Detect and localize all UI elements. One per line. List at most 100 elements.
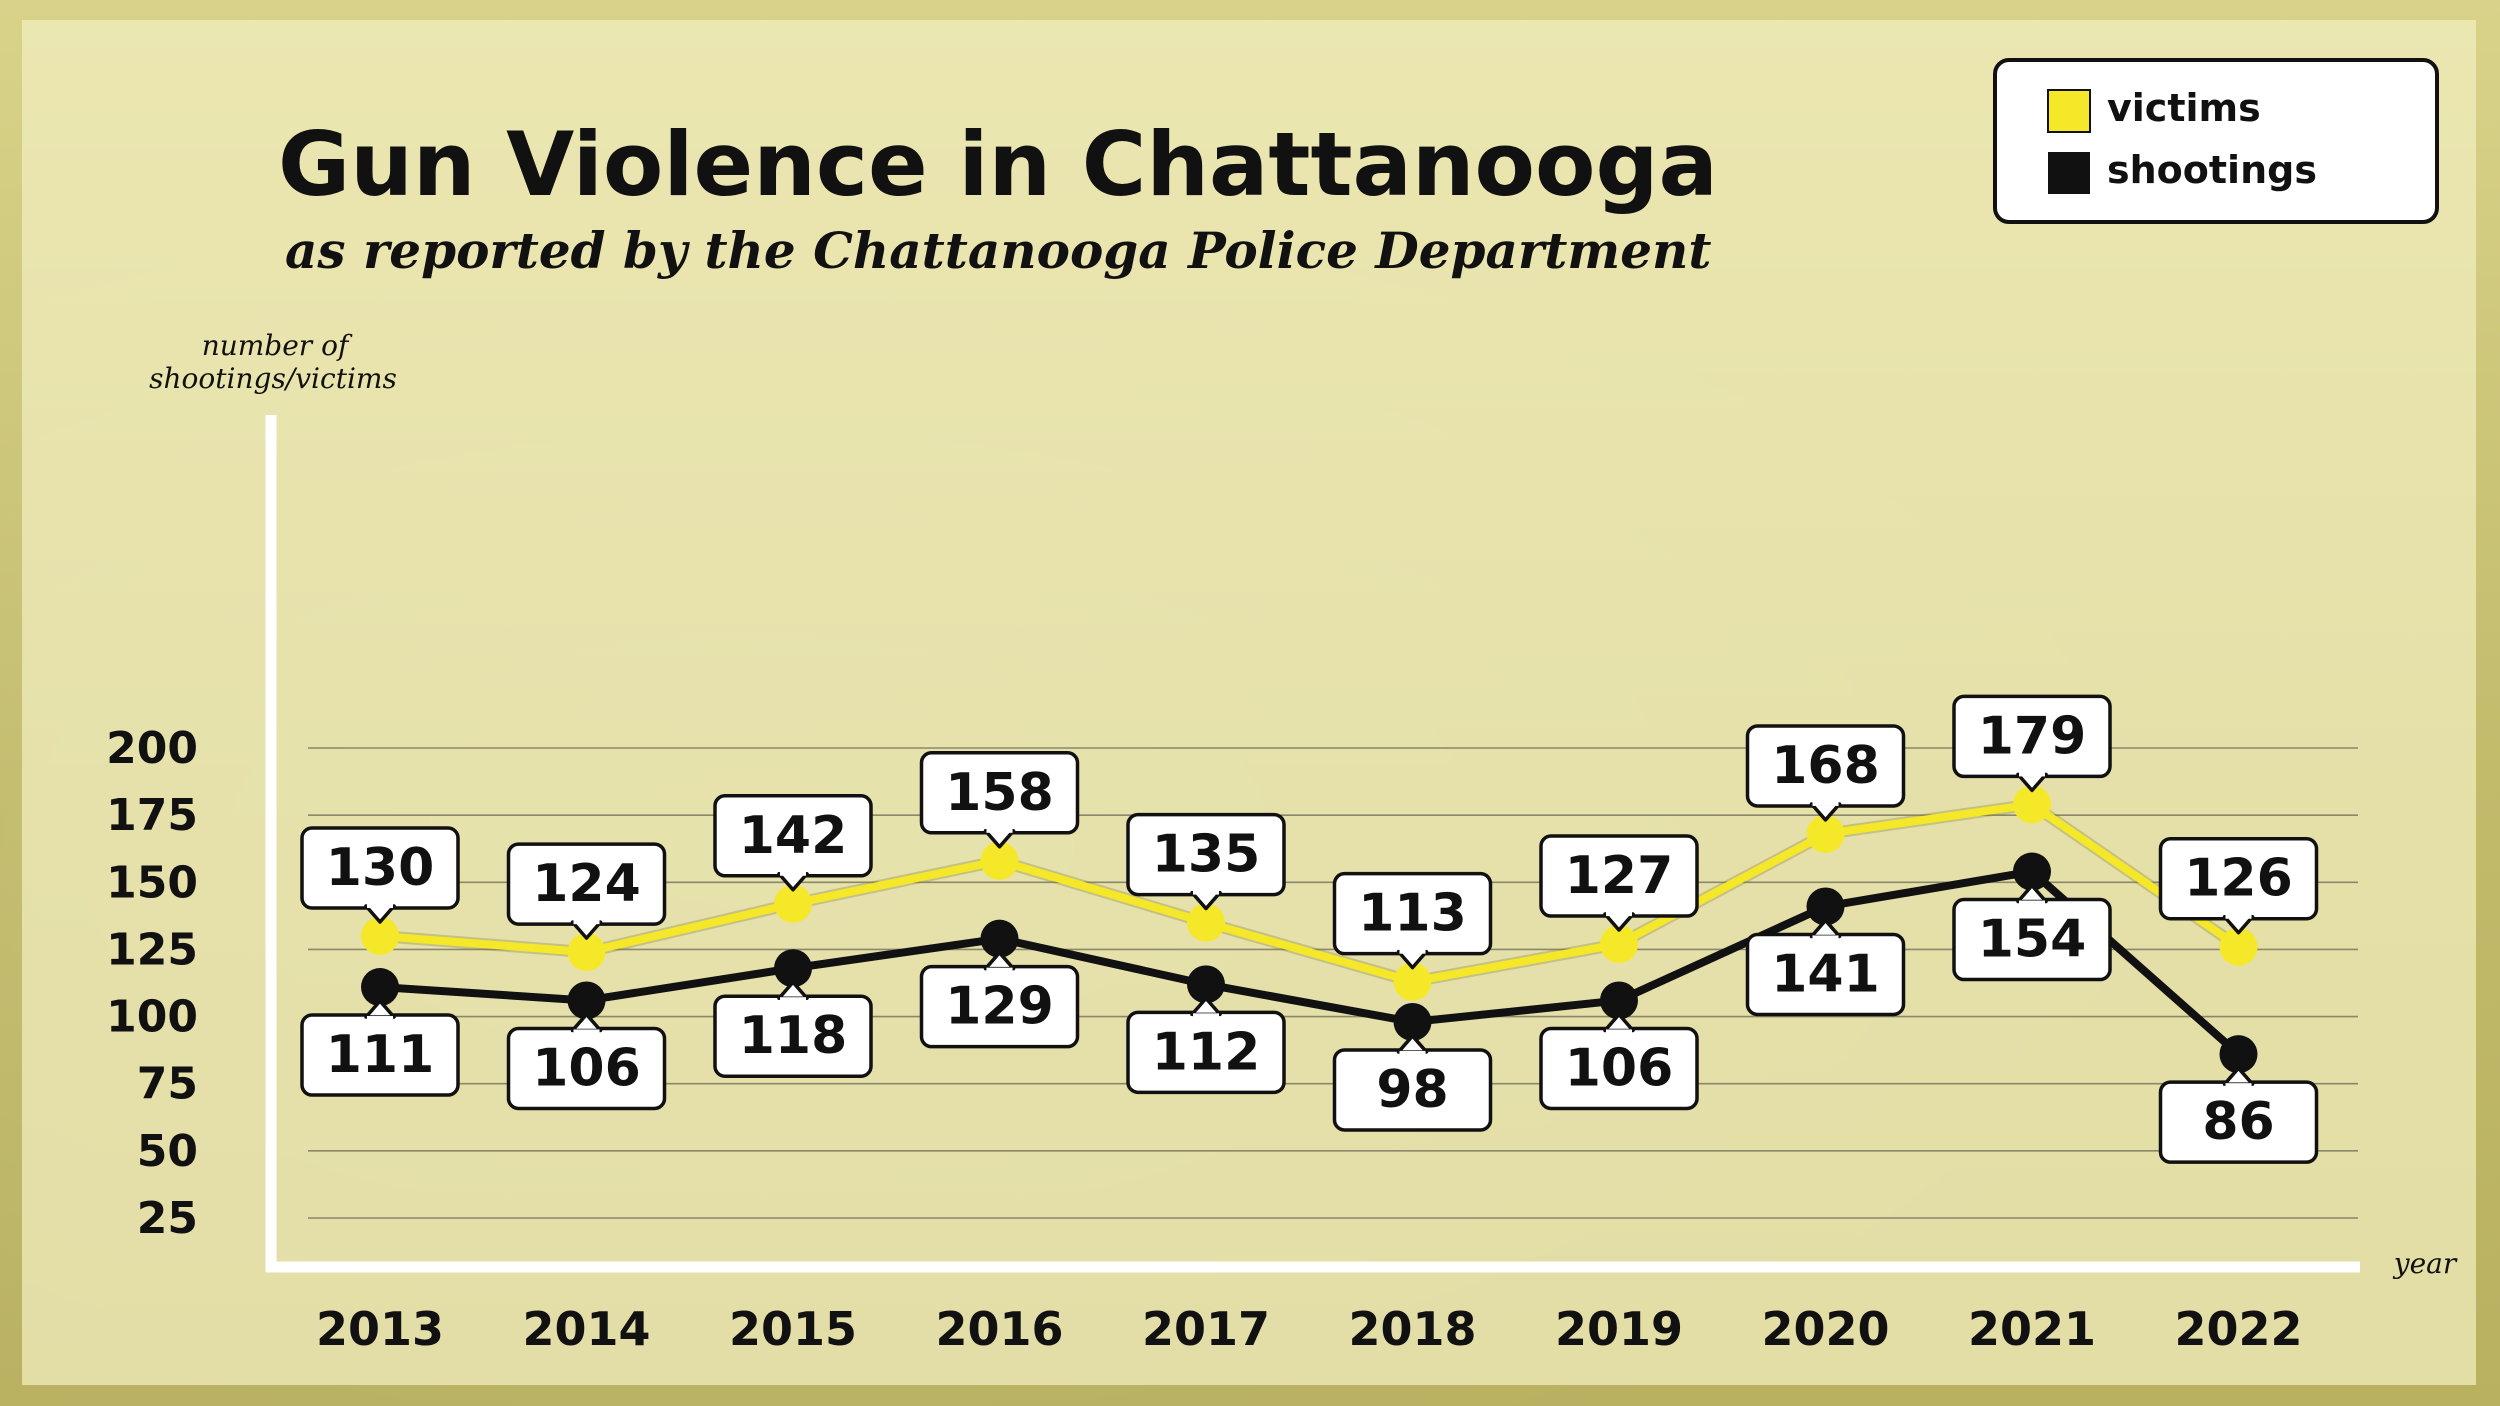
data-label-shootings-2014: 106 <box>506 1012 667 1111</box>
y-tick-50: 50 <box>137 1126 198 1177</box>
point-shootings-2016 <box>980 919 1019 958</box>
data-label-shootings-2017: 112 <box>1126 996 1286 1095</box>
data-label-text: 98 <box>1376 1060 1448 1120</box>
x-tick-2013: 2013 <box>316 1302 444 1356</box>
x-tick-2018: 2018 <box>1348 1302 1476 1356</box>
y-tick-150: 150 <box>106 857 198 908</box>
chart-title: Gun Violence in Chattanooga <box>278 113 1718 216</box>
data-label-pointer-cover <box>986 967 1013 974</box>
data-label-shootings-2018: 98 <box>1332 1034 1493 1132</box>
x-axis-label: year <box>2392 1247 2458 1280</box>
data-label-text: 111 <box>326 1025 435 1085</box>
data-label-shootings-2022: 86 <box>2158 1066 2319 1164</box>
data-label-pointer-cover <box>780 869 806 876</box>
x-tick-2020: 2020 <box>1761 1302 1889 1356</box>
data-label-shootings-2019: 106 <box>1539 1012 1699 1111</box>
data-label-pointer-cover <box>1399 1050 1426 1057</box>
x-tick-2014: 2014 <box>522 1302 650 1356</box>
legend-swatch-victims <box>2047 89 2091 133</box>
y-tick-125: 125 <box>106 924 198 975</box>
data-label-pointer-cover <box>2225 912 2252 919</box>
y-tick-labels: 25 50 75 100 125 150 175 200 <box>106 723 198 1244</box>
data-label-pointer-cover <box>1606 910 1632 917</box>
data-label-victims-2016: 158 <box>919 751 1080 849</box>
data-label-text: 118 <box>739 1006 848 1066</box>
data-label-victims-2021: 179 <box>1952 694 2112 793</box>
data-label-text: 126 <box>2184 849 2293 909</box>
y-tick-25: 25 <box>137 1193 198 1244</box>
data-label-pointer-cover <box>367 1016 393 1023</box>
y-axis-label-line2: shootings/victims <box>149 362 397 395</box>
data-label-shootings-2021: 154 <box>1952 883 2112 982</box>
data-label-pointer-cover <box>2225 1083 2252 1090</box>
x-tick-labels: 2013 2014 2015 2016 2017 2018 2019 2020 2021 2022 <box>316 1302 2303 1356</box>
data-label-pointer-cover <box>1193 888 1219 895</box>
y-tick-100: 100 <box>106 992 198 1043</box>
point-victims-2022 <box>2219 927 2258 966</box>
point-shootings-2015 <box>774 949 812 988</box>
data-label-text: 142 <box>739 806 848 866</box>
point-shootings-2022 <box>2219 1035 2258 1074</box>
data-label-victims-2022: 126 <box>2158 836 2319 935</box>
chart-subtitle: as reported by the Chattanooga Police De… <box>285 221 1711 280</box>
data-label-pointer-cover <box>573 918 600 925</box>
data-label-text: 106 <box>1565 1038 1674 1098</box>
point-shootings-2013 <box>361 968 399 1007</box>
data-label-victims-2013: 130 <box>300 826 460 924</box>
series-line-victims <box>376 800 2243 986</box>
data-label-pointer-cover <box>2019 900 2045 907</box>
point-shootings-2021 <box>2013 852 2051 891</box>
data-label-text: 141 <box>1771 944 1880 1004</box>
point-victims-2013 <box>361 917 399 956</box>
data-label-shootings-2016: 129 <box>919 950 1080 1049</box>
data-label-pointer-cover <box>1606 1029 1632 1036</box>
legend-swatch-shootings <box>2048 152 2090 194</box>
data-label-victims-2014: 124 <box>506 842 667 940</box>
point-shootings-2014 <box>567 981 606 1020</box>
data-label-pointer-cover <box>2019 770 2045 777</box>
data-label-text: 129 <box>945 977 1054 1037</box>
point-victims-2017 <box>1187 903 1225 942</box>
data-label-pointer-cover <box>573 1029 600 1036</box>
point-victims-2018 <box>1393 962 1432 1001</box>
data-label-pointer-cover <box>1812 799 1839 806</box>
point-victims-2021 <box>2013 785 2051 824</box>
series-line-shootings <box>376 867 2243 1059</box>
data-label-text: 130 <box>326 838 435 898</box>
data-label-text: 86 <box>2202 1092 2274 1152</box>
data-label-pointer-cover <box>367 902 393 909</box>
data-label-shootings-2020: 141 <box>1745 918 1906 1017</box>
x-tick-2016: 2016 <box>935 1302 1063 1356</box>
point-shootings-2020 <box>1806 887 1845 926</box>
data-label-shootings-2013: 111 <box>300 999 460 1097</box>
point-victims-2015 <box>774 884 812 923</box>
y-tick-75: 75 <box>137 1059 198 1110</box>
data-label-shootings-2015: 118 <box>713 980 873 1078</box>
data-label-text: 113 <box>1358 884 1467 944</box>
series-lines <box>361 785 2258 1074</box>
point-victims-2019 <box>1600 925 1638 964</box>
data-label-victims-2020: 168 <box>1745 724 1906 822</box>
data-label-text: 135 <box>1152 825 1261 885</box>
data-label-pointer-cover <box>1193 1013 1219 1020</box>
legend-box <box>1993 58 2439 224</box>
y-tick-175: 175 <box>106 790 198 841</box>
data-label-victims-2015: 142 <box>713 794 873 892</box>
data-label-text: 106 <box>532 1038 641 1098</box>
x-tick-2022: 2022 <box>2174 1302 2302 1356</box>
data-label-pointer-cover <box>780 997 806 1004</box>
point-victims-2020 <box>1806 814 1845 853</box>
data-label-victims-2017: 135 <box>1126 812 1286 911</box>
x-tick-2019: 2019 <box>1555 1302 1683 1356</box>
data-label-victims-2019: 127 <box>1539 834 1699 932</box>
legend-label-victims: victims <box>2107 86 2261 130</box>
y-axis-label-line1: number of <box>202 329 353 362</box>
data-label-text: 127 <box>1565 846 1674 906</box>
x-tick-2021: 2021 <box>1968 1302 2096 1356</box>
data-label-text: 154 <box>1978 910 2087 970</box>
legend: victims shootings <box>1993 58 2439 224</box>
data-label-text: 124 <box>532 854 641 914</box>
data-label-pointer-cover <box>1812 935 1839 942</box>
point-shootings-2018 <box>1393 1002 1432 1041</box>
